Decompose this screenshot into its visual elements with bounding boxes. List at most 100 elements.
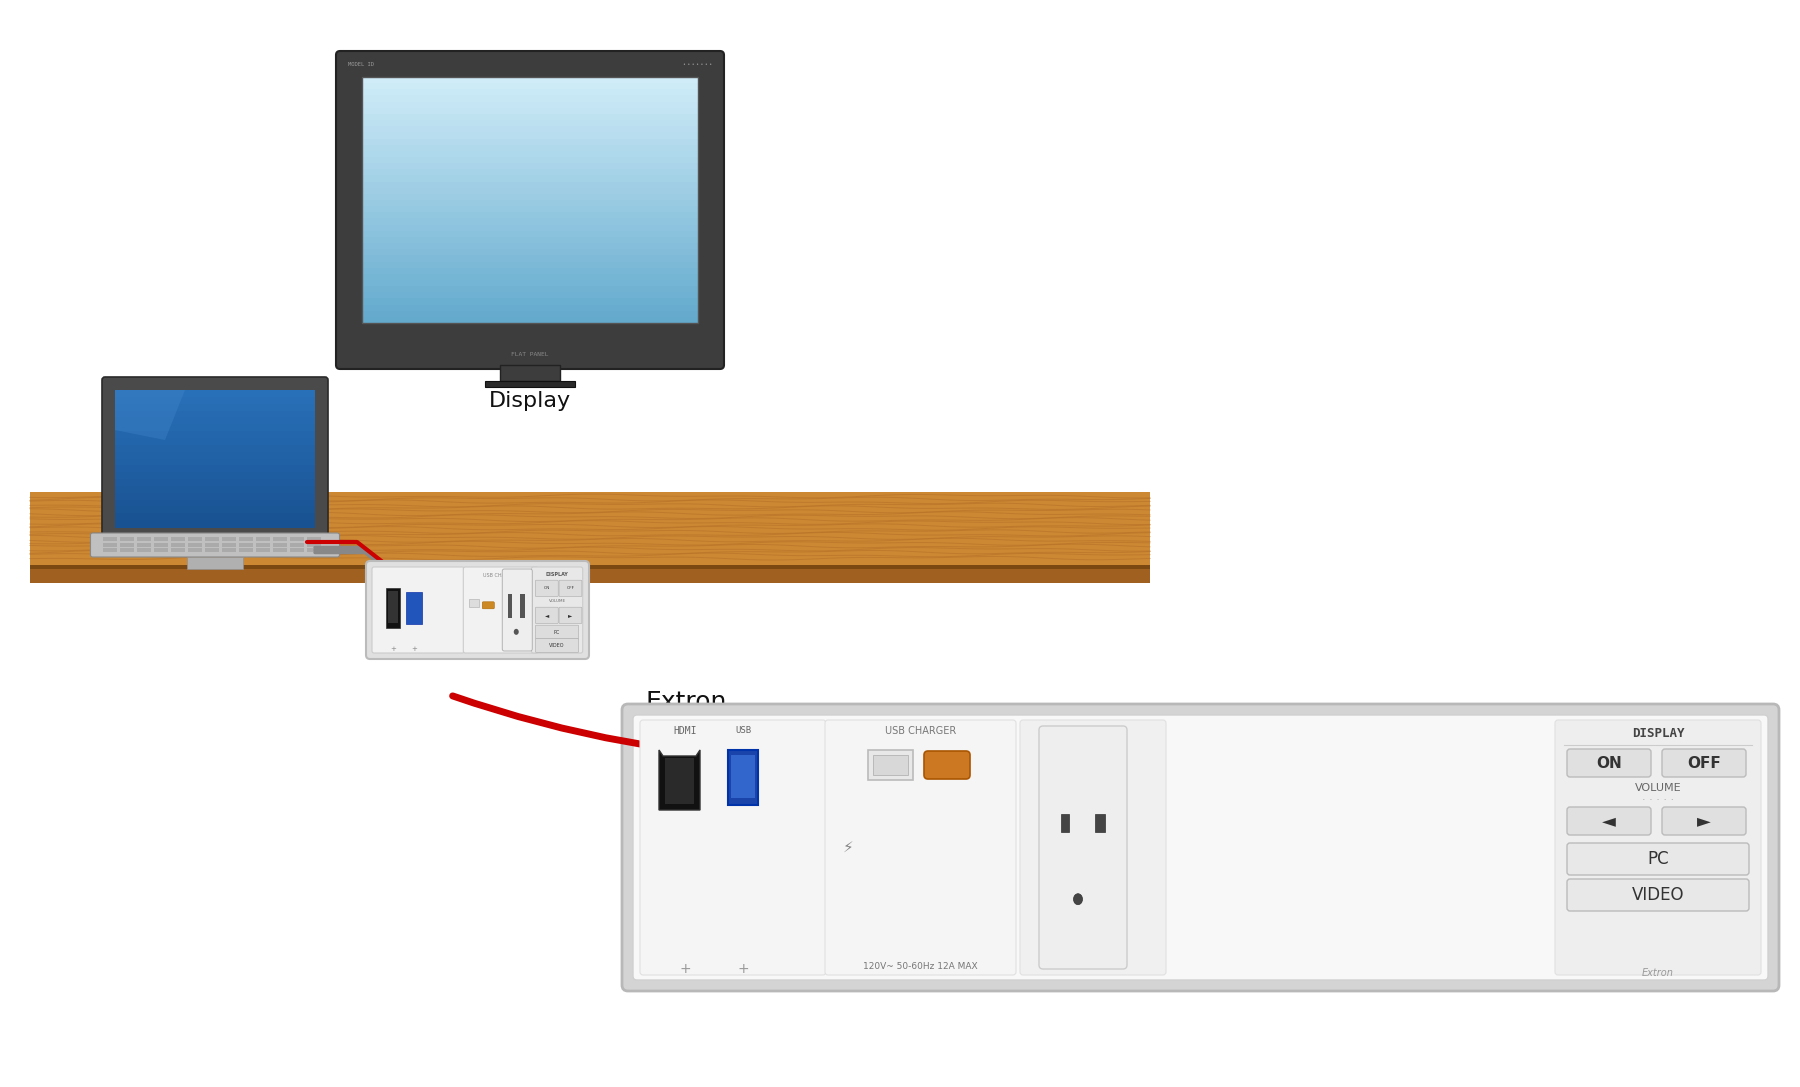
Text: ◄: ◄	[545, 613, 549, 617]
Bar	[873, 755, 907, 775]
Bar	[727, 750, 758, 805]
Bar	[362, 249, 698, 257]
Bar	[362, 207, 698, 213]
Bar	[470, 599, 479, 608]
Bar	[187, 557, 243, 569]
FancyBboxPatch shape	[634, 715, 1768, 980]
Text: ►: ►	[1697, 812, 1712, 830]
Bar	[362, 255, 698, 262]
Bar	[1060, 814, 1069, 832]
Bar	[1094, 814, 1105, 832]
Bar	[362, 77, 698, 323]
FancyBboxPatch shape	[535, 580, 558, 597]
Bar	[115, 479, 315, 487]
Bar	[238, 542, 252, 547]
FancyBboxPatch shape	[373, 567, 464, 653]
Bar	[256, 548, 270, 552]
Bar	[171, 548, 184, 552]
Bar	[119, 548, 133, 552]
FancyBboxPatch shape	[535, 639, 578, 652]
Bar	[362, 237, 698, 245]
Bar	[272, 542, 286, 547]
Bar	[362, 138, 698, 146]
Bar	[115, 500, 315, 508]
Bar	[187, 537, 202, 541]
Bar	[137, 542, 151, 547]
Text: DISPLAY: DISPLAY	[545, 572, 569, 577]
Bar	[115, 411, 315, 418]
Bar	[385, 587, 400, 628]
Bar	[256, 542, 270, 547]
Text: PC: PC	[1647, 850, 1669, 869]
Bar	[362, 292, 698, 299]
Bar	[387, 580, 400, 598]
Polygon shape	[115, 390, 185, 440]
Bar	[103, 548, 117, 552]
Bar	[362, 182, 698, 189]
FancyBboxPatch shape	[1021, 720, 1166, 975]
Bar	[115, 417, 315, 425]
Bar	[290, 542, 304, 547]
Text: ►: ►	[569, 613, 572, 617]
Text: ◄: ◄	[1602, 812, 1616, 830]
Bar	[362, 316, 698, 324]
Bar	[868, 750, 913, 780]
FancyBboxPatch shape	[1661, 749, 1746, 777]
Bar	[103, 542, 117, 547]
FancyBboxPatch shape	[90, 533, 340, 557]
Polygon shape	[31, 565, 1150, 583]
FancyBboxPatch shape	[337, 51, 724, 368]
Text: ⚡: ⚡	[842, 840, 853, 855]
Bar	[272, 537, 286, 541]
Bar	[362, 170, 698, 176]
Text: 120V~ 50-60Hz 12A MAX: 120V~ 50-60Hz 12A MAX	[864, 962, 977, 971]
Bar	[508, 595, 513, 617]
Polygon shape	[659, 750, 700, 810]
FancyBboxPatch shape	[502, 569, 533, 651]
Bar	[362, 243, 698, 250]
FancyBboxPatch shape	[623, 704, 1778, 991]
Bar	[31, 565, 1150, 569]
Bar	[115, 452, 315, 460]
FancyBboxPatch shape	[1568, 879, 1750, 911]
Text: ON: ON	[1597, 755, 1622, 771]
Bar	[362, 114, 698, 121]
Bar	[407, 592, 421, 624]
Bar	[221, 537, 236, 541]
Bar	[362, 280, 698, 287]
Text: • • • • • • •: • • • • • • •	[682, 62, 713, 66]
FancyBboxPatch shape	[824, 720, 1015, 975]
Ellipse shape	[513, 629, 518, 635]
Bar	[115, 459, 315, 466]
Bar	[103, 537, 117, 541]
Bar	[362, 120, 698, 127]
Bar	[115, 507, 315, 514]
Bar	[362, 188, 698, 195]
Bar	[664, 758, 695, 804]
Text: +: +	[738, 962, 749, 976]
Text: Extron: Extron	[644, 690, 727, 714]
Text: VIDEO: VIDEO	[549, 644, 565, 648]
FancyBboxPatch shape	[1661, 807, 1746, 835]
Bar	[306, 542, 320, 547]
Bar	[362, 151, 698, 158]
Bar	[362, 89, 698, 97]
Bar	[256, 537, 270, 541]
Bar	[238, 548, 252, 552]
Bar	[306, 537, 320, 541]
Bar	[362, 286, 698, 293]
FancyBboxPatch shape	[531, 567, 583, 653]
Bar	[137, 537, 151, 541]
Bar	[362, 126, 698, 134]
Bar	[362, 304, 698, 312]
Bar	[362, 163, 698, 171]
FancyBboxPatch shape	[535, 625, 578, 639]
Bar	[115, 521, 315, 528]
FancyBboxPatch shape	[1568, 807, 1651, 835]
Bar	[205, 542, 218, 547]
Polygon shape	[31, 492, 1150, 565]
Bar	[115, 432, 315, 439]
Text: Extron: Extron	[1642, 969, 1674, 978]
Text: MODEL ID: MODEL ID	[347, 62, 374, 66]
Bar	[171, 537, 184, 541]
